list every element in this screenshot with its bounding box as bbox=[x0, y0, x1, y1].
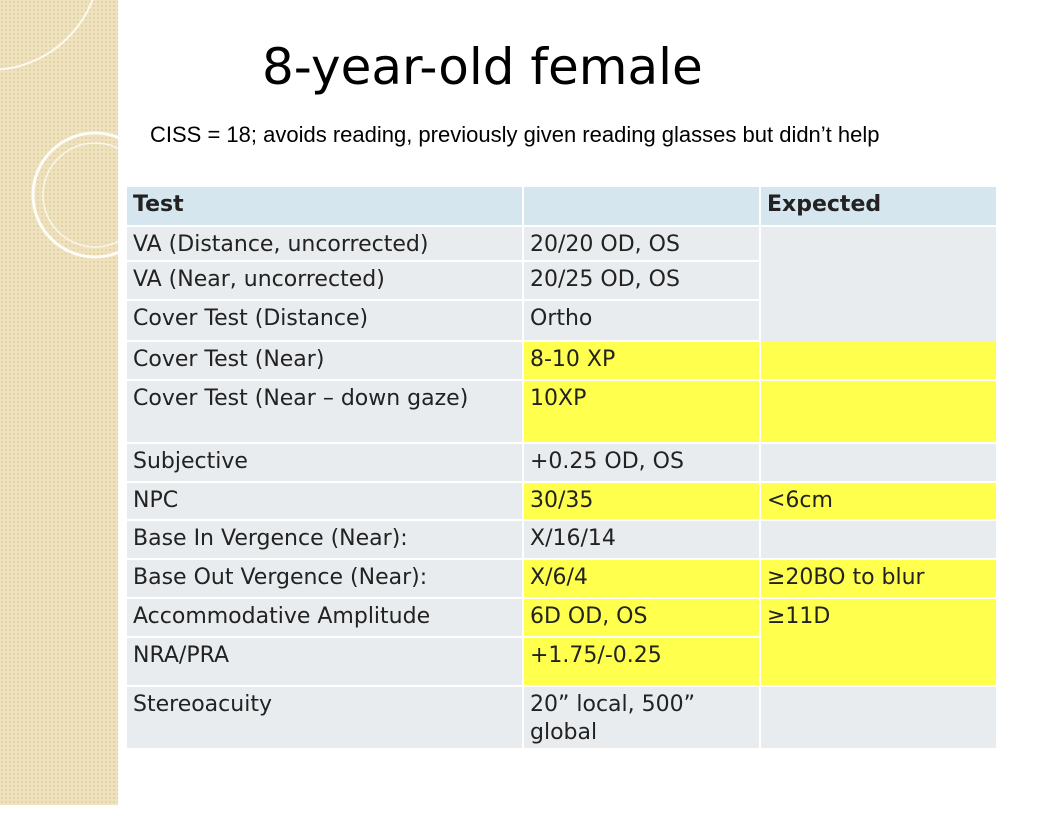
table-cell: Stereoacuity bbox=[127, 686, 523, 750]
header-cell bbox=[522, 187, 760, 227]
table-cell bbox=[759, 300, 996, 342]
table-row: Cover Test (Near) 8-10 XP bbox=[127, 341, 996, 381]
table-cell: Base In Vergence (Near): bbox=[127, 520, 523, 560]
table-cell: Base Out Vergence (Near): bbox=[127, 559, 523, 599]
table-cell: Cover Test (Near) bbox=[127, 341, 523, 381]
table-cell: Accommodative Amplitude bbox=[127, 598, 523, 638]
table-cell: +1.75/-0.25 bbox=[522, 637, 760, 687]
title: 8-year-old female bbox=[262, 38, 703, 96]
table-cell: X/6/4 bbox=[522, 559, 760, 599]
table-cell: 30/35 bbox=[522, 482, 760, 521]
table-cell: 20” local, 500” global bbox=[522, 686, 760, 750]
results-table: Test Expected VA (Distance, uncorrected)… bbox=[127, 187, 996, 750]
table-row: Cover Test (Distance) Ortho bbox=[127, 300, 996, 342]
decorative-circles bbox=[0, 0, 140, 259]
table-cell: Cover Test (Distance) bbox=[127, 300, 523, 342]
table-row: Subjective +0.25 OD, OS bbox=[127, 443, 996, 483]
table-row: Stereoacuity 20” local, 500” global bbox=[127, 686, 996, 750]
table-cell: <6cm bbox=[759, 482, 996, 521]
table-cell: ≥11D bbox=[759, 598, 996, 638]
table-cell: Ortho bbox=[522, 300, 760, 342]
table-row: NPC 30/35 <6cm bbox=[127, 482, 996, 521]
table-cell: 10XP bbox=[522, 380, 760, 444]
table-row: NRA/PRA +1.75/-0.25 bbox=[127, 637, 996, 687]
table-cell bbox=[759, 520, 996, 560]
table-cell bbox=[759, 637, 996, 687]
table-cell: X/16/14 bbox=[522, 520, 760, 560]
table-cell: Cover Test (Near – down gaze) bbox=[127, 380, 523, 444]
table-cell bbox=[759, 380, 996, 444]
table-body: Test Expected VA (Distance, uncorrected)… bbox=[127, 187, 996, 750]
header-cell: Expected bbox=[759, 187, 996, 227]
table-row: Base In Vergence (Near): X/16/14 bbox=[127, 520, 996, 560]
table-row: Base Out Vergence (Near): X/6/4 ≥20BO to b… bbox=[127, 559, 996, 599]
table-cell bbox=[759, 341, 996, 381]
header-cell: Test bbox=[127, 187, 523, 227]
table-cell bbox=[759, 226, 996, 262]
header-row: Test Expected bbox=[127, 187, 996, 227]
table-row: Cover Test (Near – down gaze) 10XP bbox=[127, 380, 996, 444]
table-cell: Subjective bbox=[127, 443, 523, 483]
table-cell bbox=[759, 686, 996, 750]
table-cell bbox=[759, 443, 996, 483]
table-row: Accommodative Amplitude 6D OD, OS ≥11D bbox=[127, 598, 996, 638]
subtitle: CISS = 18; avoids reading, previously gi… bbox=[150, 122, 880, 147]
table-cell: 6D OD, OS bbox=[522, 598, 760, 638]
table-cell: 8-10 XP bbox=[522, 341, 760, 381]
table-cell: 20/25 OD, OS bbox=[522, 261, 760, 301]
table-cell: +0.25 OD, OS bbox=[522, 443, 760, 483]
table-cell: VA (Distance, uncorrected) bbox=[127, 226, 523, 262]
table-cell: NRA/PRA bbox=[127, 637, 523, 687]
table-row: VA (Distance, uncorrected) 20/20 OD, OS bbox=[127, 226, 996, 262]
table-cell: 20/20 OD, OS bbox=[522, 226, 760, 262]
table-cell: ≥20BO to blur bbox=[759, 559, 996, 599]
table-cell: VA (Near, uncorrected) bbox=[127, 261, 523, 301]
table-cell bbox=[759, 261, 996, 301]
table-row: VA (Near, uncorrected) 20/25 OD, OS bbox=[127, 261, 996, 301]
table-cell: NPC bbox=[127, 482, 523, 521]
